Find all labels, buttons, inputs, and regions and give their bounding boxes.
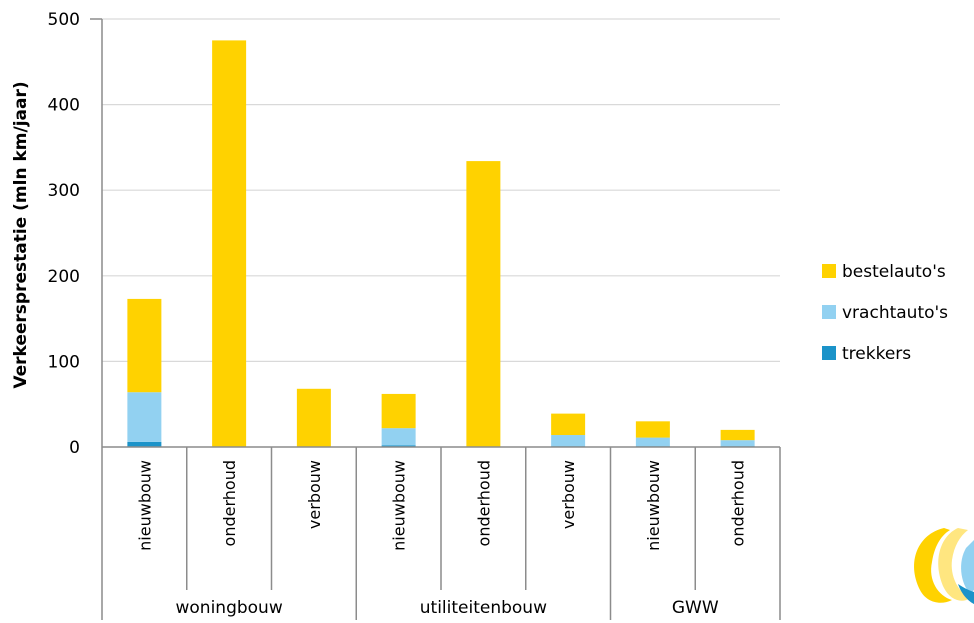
- grid-lines: [102, 18, 780, 362]
- bar-segment-trekkers: [127, 441, 162, 447]
- bar-segment-trekkers: [381, 445, 416, 447]
- y-tick-label: 0: [69, 438, 80, 458]
- category-label: onderhoud: [729, 460, 748, 546]
- legend: bestelauto's vrachtauto's trekkers: [822, 262, 948, 364]
- category-label: nieuwbouw: [390, 460, 409, 551]
- axes: [90, 18, 781, 620]
- category-label: nieuwbouw: [135, 460, 154, 551]
- legend-swatch-bestelautos: [822, 264, 836, 278]
- y-tick-label: 300: [48, 181, 80, 201]
- legend-swatch-trekkers: [822, 346, 836, 360]
- bar-segment-bestelautos: [296, 388, 331, 447]
- y-tick-label: 200: [48, 267, 80, 287]
- bar-segment-bestelautos: [127, 298, 162, 393]
- legend-label: bestelauto's: [842, 262, 946, 282]
- legend-swatch-vrachtautos: [822, 305, 836, 319]
- bar-segment-bestelautos: [466, 161, 501, 447]
- bar-segment-bestelautos: [381, 393, 416, 429]
- category-label: onderhoud: [220, 460, 239, 546]
- group-label: woningbouw: [176, 598, 283, 618]
- y-axis-title: Verkeersprestatie (mln km/jaar): [11, 81, 31, 388]
- bar-segment-vrachtautos: [635, 437, 670, 447]
- group-label: GWW: [672, 598, 719, 618]
- bar-segment-vrachtautos: [551, 435, 586, 447]
- bar-segment-bestelautos: [720, 429, 755, 441]
- bar-segment-vrachtautos: [720, 440, 755, 447]
- y-tick-label: 100: [48, 352, 80, 372]
- group-label: utiliteitenbouw: [420, 598, 547, 618]
- bar-segment-bestelautos: [212, 40, 247, 448]
- y-tick-label: 400: [48, 96, 80, 116]
- y-tick-labels: 0 100 200 300 400 500: [48, 10, 80, 458]
- category-label: verbouw: [559, 460, 578, 529]
- logo-icon: [914, 528, 974, 604]
- category-labels: nieuwbouw onderhoud verbouw nieuwbouw onderh…: [135, 460, 747, 551]
- bar-segment-bestelautos: [551, 413, 586, 436]
- bar-segment-vrachtautos: [127, 392, 162, 442]
- category-label: verbouw: [305, 460, 324, 529]
- bar-segment-vrachtautos: [381, 428, 416, 446]
- category-label: onderhoud: [474, 460, 493, 546]
- y-tick-label: 500: [48, 10, 80, 30]
- bars: [127, 40, 755, 448]
- bar-segment-bestelautos: [635, 421, 670, 438]
- legend-label: vrachtauto's: [842, 303, 948, 323]
- legend-label: trekkers: [842, 344, 911, 364]
- category-label: nieuwbouw: [644, 460, 663, 551]
- group-labels: woningbouw utiliteitenbouw GWW: [176, 598, 719, 618]
